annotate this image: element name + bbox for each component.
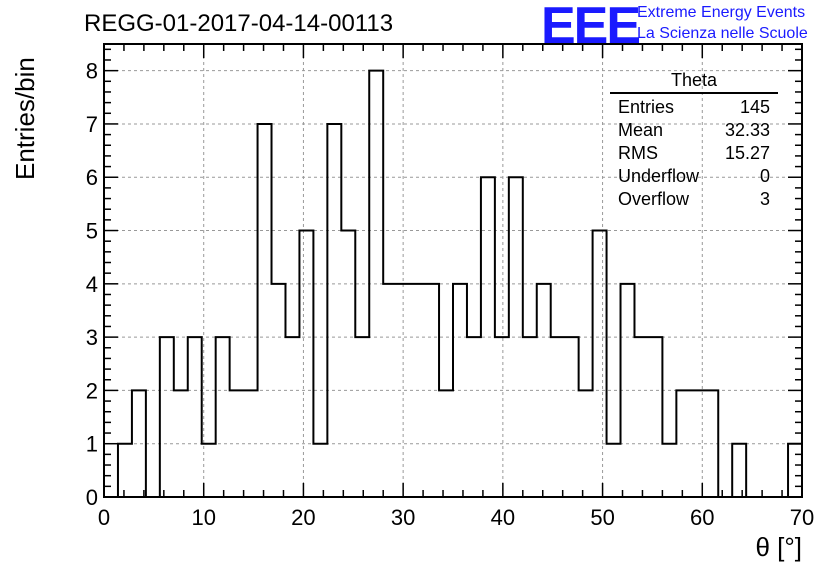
- stats-value: 145: [739, 97, 770, 117]
- stats-row: RMS 15.27: [610, 142, 778, 165]
- stats-value: 0: [759, 166, 770, 186]
- stats-label: RMS: [618, 143, 658, 163]
- histogram-bin: [160, 337, 174, 497]
- stats-value: 32.33: [724, 120, 770, 140]
- stats-label: Overflow: [618, 189, 690, 209]
- stats-label: Underflow: [618, 166, 700, 186]
- x-tick-label: 30: [391, 505, 415, 530]
- y-tick-label: 6: [86, 165, 98, 190]
- histogram-bin: [648, 337, 662, 497]
- y-tick-label: 2: [86, 378, 98, 403]
- org-name-line1: Extreme Energy Events: [637, 4, 806, 21]
- histogram-bin: [551, 337, 565, 497]
- histogram-bin: [732, 444, 746, 497]
- y-tick-label: 1: [86, 432, 98, 457]
- histogram-bin: [174, 390, 188, 497]
- histogram-bin: [662, 444, 676, 497]
- stats-label: Mean: [618, 120, 664, 140]
- stats-row: Mean 32.33: [610, 119, 778, 142]
- eee-logo: EEE: [541, 0, 641, 55]
- histogram-bin: [523, 337, 537, 497]
- histogram-bin: [313, 444, 327, 497]
- stats-row: Overflow 3: [610, 188, 778, 211]
- histogram-outline: [104, 69, 803, 498]
- x-tick-label: 10: [191, 505, 215, 530]
- org-name-line2: La Scienza nelle Scuole: [637, 25, 808, 42]
- stats-value: 15.27: [724, 143, 770, 163]
- stats-row: Entries 145: [610, 96, 778, 119]
- histogram-bin: [788, 444, 802, 497]
- stats-label: Entries: [618, 97, 675, 117]
- stats-value: 3: [759, 189, 770, 209]
- y-tick-label: 3: [86, 325, 98, 350]
- y-axis-label: Entries/bin: [10, 57, 40, 180]
- y-tick-label: 7: [86, 112, 98, 137]
- histogram-bin: [327, 124, 341, 497]
- stats-box: Theta Entries 145 Mean 32.33 RMS 15.27 U…: [610, 70, 778, 211]
- histogram-bin: [188, 337, 202, 497]
- y-tick-label: 4: [86, 272, 98, 297]
- plot-frame: [103, 43, 803, 498]
- histogram-bin: [118, 444, 132, 497]
- stats-title: Theta: [610, 70, 778, 94]
- x-tick-label: 0: [98, 505, 110, 530]
- x-tick-label: 40: [491, 505, 515, 530]
- chart-title: REGG-01-2017-04-14-00113: [84, 10, 394, 37]
- histogram-bin: [285, 337, 299, 497]
- histogram-bin: [467, 337, 481, 497]
- histogram-bin: [216, 337, 230, 497]
- x-axis-label: θ [°]: [755, 532, 802, 562]
- histogram-bin: [383, 284, 397, 497]
- stats-row: Underflow 0: [610, 165, 778, 188]
- x-tick-label: 20: [291, 505, 315, 530]
- x-tick-label: 70: [790, 505, 814, 530]
- y-tick-label: 5: [86, 219, 98, 244]
- histogram-bin: [565, 337, 579, 497]
- histogram-bin: [258, 124, 272, 497]
- x-tick-label: 50: [590, 505, 614, 530]
- y-tick-label: 0: [86, 485, 98, 510]
- histogram-bin: [299, 231, 313, 497]
- histogram-bin: [495, 337, 509, 497]
- histogram-bin: [355, 337, 369, 497]
- histogram-bin: [634, 337, 648, 497]
- histogram-bin: [607, 444, 621, 497]
- histogram-bin: [593, 231, 607, 497]
- x-tick-label: 60: [690, 505, 714, 530]
- histogram-bin: [341, 231, 355, 497]
- y-tick-label: 8: [86, 59, 98, 84]
